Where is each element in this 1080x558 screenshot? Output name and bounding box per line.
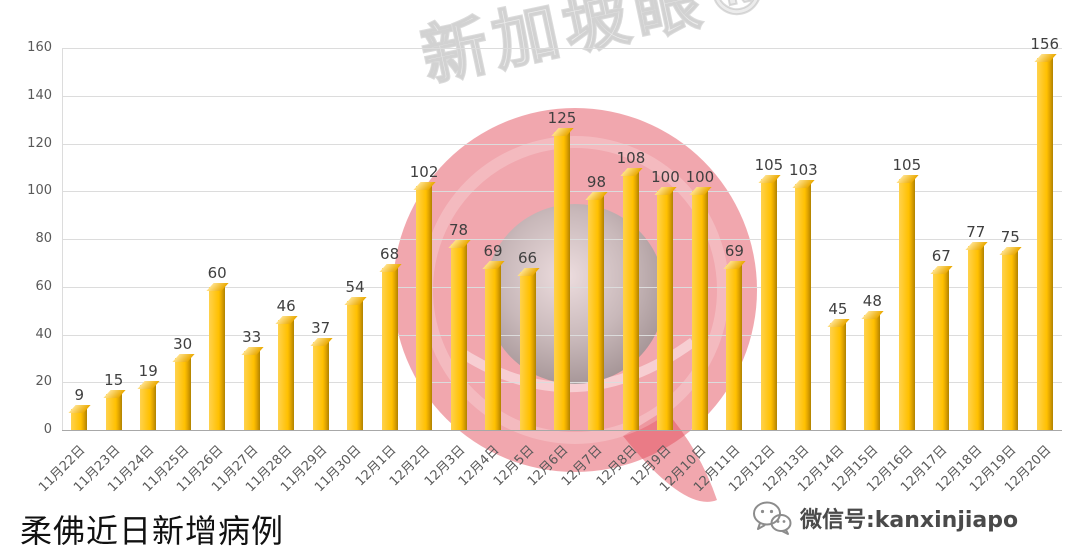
bar-value-label: 37 [311,318,331,337]
bar-12月15日 [864,315,881,430]
bar-value-label: 100 [651,168,680,187]
bar-12月12日 [760,179,777,430]
bar-11月27日 [243,351,260,430]
bar-value-label: 105 [892,156,922,175]
y-tick-label: 100 [27,183,52,199]
bar-11月30日 [347,301,364,430]
bar-value-label: 75 [1000,227,1020,246]
bar-value-label: 98 [586,173,607,192]
bar-12月20日 [1036,57,1053,430]
bar-11月28日 [278,320,295,430]
bar-value-label: 108 [616,149,646,168]
bar-11月22日 [71,408,88,430]
gridline [62,48,1062,49]
bar-11月26日 [209,286,226,430]
bar-12月5日 [519,272,536,430]
bar-12月6日 [554,131,570,430]
bar-value-label: 102 [409,163,439,182]
bar-value-label: 9 [74,385,84,404]
bar-value-label: 48 [862,292,882,311]
bar-11月25日 [174,358,191,430]
bar-value-label: 78 [449,220,469,239]
bar-12月4日 [485,265,502,430]
bar-12月1日 [381,267,398,430]
y-tick-label: 60 [35,278,52,294]
bar-11月24日 [140,384,157,430]
bar-value-label: 68 [380,244,400,263]
chart-title: 柔佛近日新增病例 [20,512,285,550]
y-tick-label: 20 [35,374,52,390]
y-tick-label: 80 [35,231,52,246]
bar-12月7日 [588,196,605,430]
bar-value-label: 125 [547,108,577,127]
bar-value-label: 100 [685,168,715,187]
wechat-icon [753,501,792,535]
gridline [62,95,1062,97]
bar-12月3日 [450,243,467,430]
bar-value-label: 105 [754,156,784,175]
bar-12月16日 [898,179,915,430]
bar-11月29日 [312,341,329,430]
y-tick-label: 140 [27,87,52,103]
bar-12月2日 [416,186,433,430]
bar-value-label: 46 [276,297,296,316]
bar-value-label: 60 [207,263,227,282]
bar-12月18日 [967,246,984,430]
bar-12月14日 [829,322,846,430]
bar-value-label: 69 [483,242,503,261]
bar-value-label: 77 [966,223,986,242]
bar-11月23日 [105,394,122,430]
bar-12月11日 [726,265,743,430]
bar-value-label: 30 [173,335,193,354]
wechat-credit: 微信号:kanxinjiapo [752,500,1018,536]
bar-value-label: 33 [242,328,262,347]
bar-value-label: 15 [104,371,124,390]
y-tick-label: 40 [35,326,52,342]
bar-12月13日 [795,184,812,430]
gridline [62,430,1062,431]
bar-value-label: 19 [138,361,158,380]
bar-12月19日 [1002,250,1019,430]
bar-value-label: 67 [931,247,951,266]
y-tick-label: 0 [43,422,52,437]
bar-12月10日 [691,191,708,430]
bar-value-label: 156 [1030,34,1060,53]
bar-12月8日 [622,172,639,430]
y-tick-label: 160 [27,40,52,55]
bar-value-label: 54 [345,278,365,297]
bar-value-label: 103 [789,161,818,180]
bar-12月9日 [657,191,674,430]
y-tick-label: 120 [27,135,52,151]
wechat-id-label: 微信号:kanxinjiapo [800,508,1019,533]
bar-value-label: 45 [828,299,848,318]
bar-value-label: 66 [517,249,538,268]
bar-value-label: 69 [724,242,744,261]
bar-12月17日 [933,270,950,430]
